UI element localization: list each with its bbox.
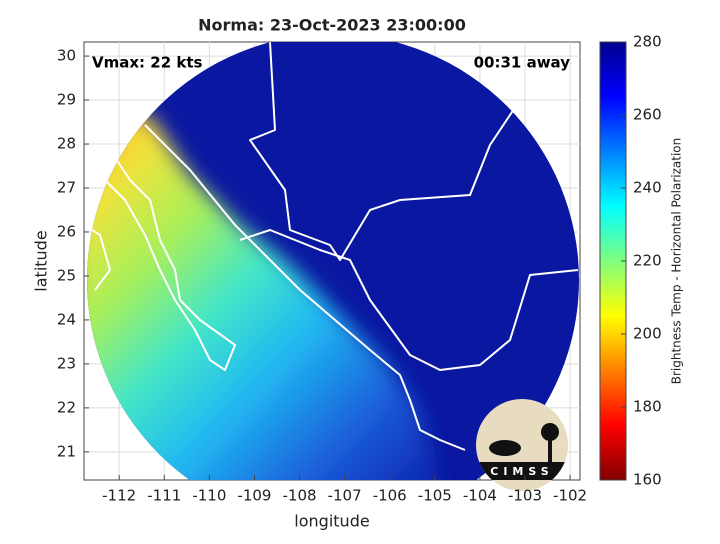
- y-tick-label: 30: [57, 47, 76, 65]
- cimss-logo: CIMSS: [476, 399, 568, 491]
- x-tick-label: -110: [192, 487, 226, 505]
- y-tick-label: 28: [57, 135, 76, 153]
- x-tick-label: -105: [418, 487, 452, 505]
- x-axis-label: longitude: [294, 512, 369, 531]
- colorbar-tick-label: 180: [633, 398, 662, 416]
- x-tick-label: -102: [553, 487, 587, 505]
- y-tick-label: 21: [57, 442, 76, 460]
- x-tick-label: -103: [508, 487, 542, 505]
- y-tick-label: 25: [57, 266, 76, 284]
- colorbar-tick-label: 200: [633, 325, 662, 343]
- colorbar-tick-label: 220: [633, 252, 662, 270]
- x-tick-label: -109: [237, 487, 271, 505]
- annotation: 00:31 away: [474, 54, 571, 72]
- y-tick-label: 24: [57, 310, 76, 328]
- y-tick-label: 22: [57, 398, 76, 416]
- x-tick-label: -111: [147, 487, 181, 505]
- colorbar-tick-label: 160: [633, 471, 662, 489]
- x-tick-label: -112: [102, 487, 136, 505]
- colorbar-tick-label: 260: [633, 106, 662, 124]
- y-tick-label: 29: [57, 91, 76, 109]
- annotation: Vmax: 22 kts: [92, 54, 202, 72]
- logo-text: CIMSS: [490, 465, 553, 478]
- colorbar-tick-label: 240: [633, 179, 662, 197]
- x-tick-label: -108: [283, 487, 317, 505]
- y-axis-label: latitude: [32, 230, 51, 291]
- colorbar-label: Brightness Temp - Horizontal Polarizatio…: [670, 138, 684, 385]
- y-tick-label: 23: [57, 354, 76, 372]
- y-tick-label: 27: [57, 179, 76, 197]
- chart-title: Norma: 23-Oct-2023 23:00:00: [198, 16, 466, 35]
- x-tick-label: -107: [328, 487, 362, 505]
- y-tick-label: 26: [57, 222, 76, 240]
- colorbar-tick-label: 280: [633, 33, 662, 51]
- x-tick-label: -104: [463, 487, 497, 505]
- x-tick-label: -106: [373, 487, 407, 505]
